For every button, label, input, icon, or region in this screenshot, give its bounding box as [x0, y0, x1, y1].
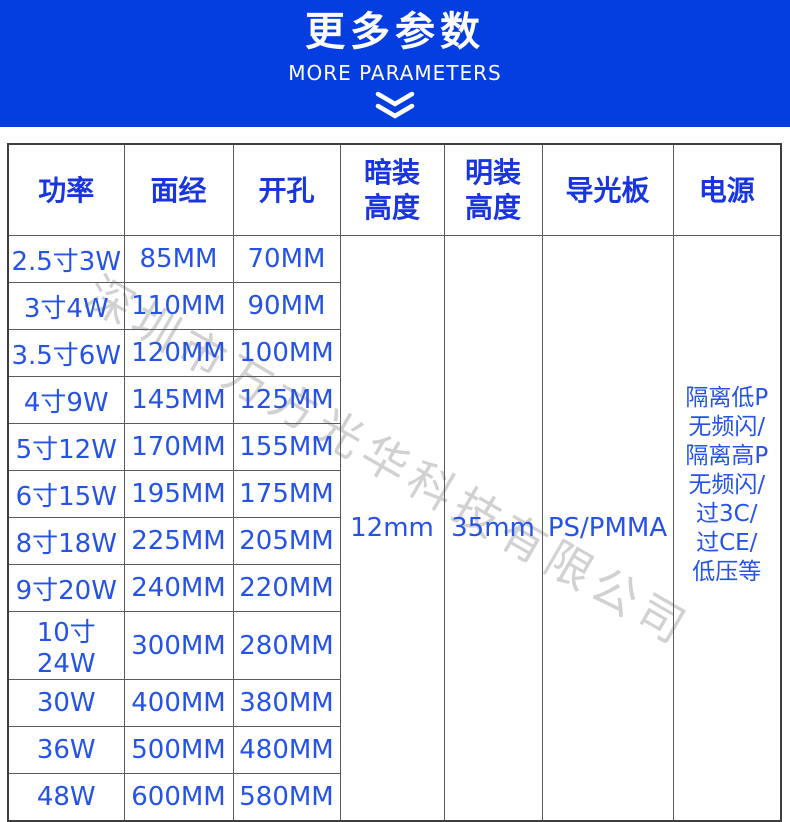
table-row: 6寸15W 195MM 175MM — [7, 470, 781, 518]
cutout-cell: 90MM — [232, 282, 341, 330]
cutout-cell: 280MM — [232, 611, 341, 680]
light-guide-merged-cell: PS/PMMA — [541, 235, 674, 822]
power-cell: 30W — [7, 679, 125, 727]
col-header-power: 功率 — [7, 143, 125, 236]
spec-table: 功率 面经 开孔 暗装 高度 明装 高度 导光板 电源 2.5寸3W 85MM … — [7, 143, 782, 822]
diameter-cell: 400MM — [123, 679, 234, 727]
table-row: 9寸20W 240MM 220MM — [7, 564, 781, 612]
double-chevron-down-icon — [372, 91, 418, 125]
table-row: 5寸12W 170MM 155MM — [7, 423, 781, 471]
power-cell: 9寸20W — [7, 564, 125, 612]
power-cell: 5寸12W — [7, 423, 125, 471]
cutout-cell: 580MM — [232, 773, 341, 822]
diameter-cell: 170MM — [123, 423, 234, 471]
cutout-cell: 480MM — [232, 726, 341, 774]
recessed-height-merged-cell: 12mm — [339, 235, 445, 822]
header-row: 功率 面经 开孔 暗装 高度 明装 高度 导光板 电源 — [7, 143, 782, 236]
diameter-cell: 145MM — [123, 376, 234, 424]
table-row: 36W 500MM 480MM — [7, 726, 781, 774]
diameter-cell: 120MM — [123, 329, 234, 377]
banner-subtitle: MORE PARAMETERS — [288, 61, 502, 85]
table-row: 2.5寸3W 85MM 70MM 12mm 35mm PS/PMMA 隔离低P … — [7, 235, 782, 822]
power-cell: 4寸9W — [7, 376, 125, 424]
cutout-cell: 205MM — [232, 517, 341, 565]
col-header-surface-height: 明装 高度 — [443, 143, 543, 236]
power-cell: 6寸15W — [7, 470, 125, 518]
diameter-cell: 195MM — [123, 470, 234, 518]
cutout-cell: 155MM — [232, 423, 341, 471]
col-header-light-guide: 导光板 — [541, 143, 674, 236]
banner-title: 更多参数 — [305, 9, 485, 55]
cutout-cell: 175MM — [232, 470, 341, 518]
diameter-cell: 110MM — [123, 282, 234, 330]
power-cell: 36W — [7, 726, 125, 774]
diameter-cell: 240MM — [123, 564, 234, 612]
diameter-cell: 500MM — [123, 726, 234, 774]
table-row: 3寸4W 110MM 90MM — [7, 282, 781, 330]
cutout-cell: 100MM — [232, 329, 341, 377]
col-header-recessed-height: 暗装 高度 — [339, 143, 445, 236]
diameter-cell: 225MM — [123, 517, 234, 565]
col-header-face-diameter: 面经 — [123, 143, 234, 236]
col-header-cutout: 开孔 — [232, 143, 341, 236]
power-cell: 3.5寸6W — [7, 329, 125, 377]
diameter-cell: 600MM — [123, 773, 234, 822]
cutout-cell: 70MM — [232, 235, 341, 283]
table-row: 8寸18W 225MM 205MM — [7, 517, 781, 565]
table-row: 30W 400MM 380MM — [7, 679, 781, 727]
power-cell: 3寸4W — [7, 282, 125, 330]
cutout-cell: 380MM — [232, 679, 341, 727]
power-cell: 48W — [7, 773, 125, 822]
power-cell: 2.5寸3W — [7, 235, 125, 283]
more-parameters-banner: 更多参数 MORE PARAMETERS — [0, 0, 790, 127]
power-supply-merged-cell: 隔离低P 无频闪/ 隔离高P 无频闪/ 过3C/ 过CE/ 低压等 — [672, 235, 782, 822]
diameter-cell: 300MM — [123, 611, 234, 680]
power-cell: 10寸24W — [7, 611, 125, 680]
col-header-power-supply: 电源 — [672, 143, 782, 236]
diameter-cell: 85MM — [123, 235, 234, 283]
cutout-cell: 220MM — [232, 564, 341, 612]
surface-height-merged-cell: 35mm — [443, 235, 543, 822]
cutout-cell: 125MM — [232, 376, 341, 424]
spec-table-wrap: 功率 面经 开孔 暗装 高度 明装 高度 导光板 电源 2.5寸3W 85MM … — [0, 143, 790, 822]
power-cell: 8寸18W — [7, 517, 125, 565]
table-row: 10寸24W 300MM 280MM — [7, 611, 781, 680]
